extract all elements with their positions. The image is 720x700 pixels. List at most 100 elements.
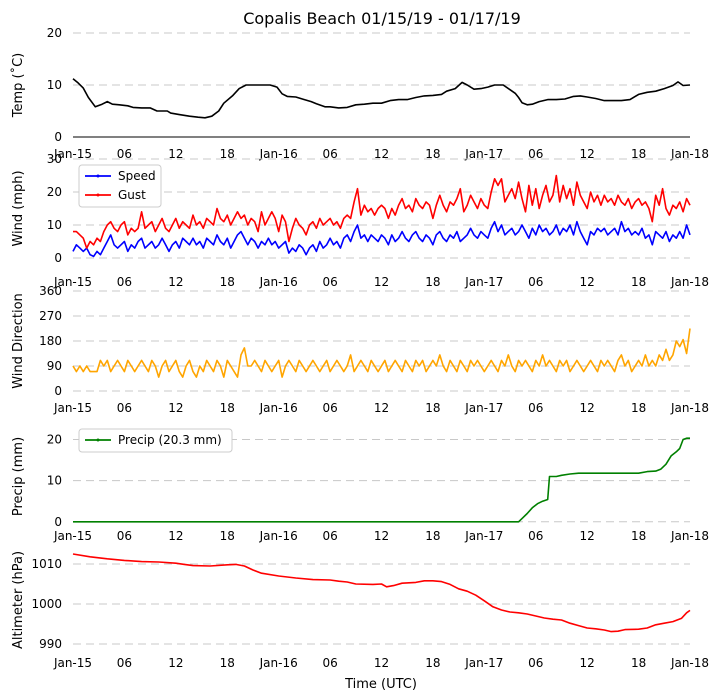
wind-xtick-label: Jan-17	[464, 275, 503, 289]
temp-ytick-label: 0	[54, 130, 62, 144]
precip-xtick-label: 18	[631, 529, 646, 543]
altimeter-xtick-label: 06	[528, 656, 543, 670]
precip-xtick-label: Jan-18	[670, 529, 709, 543]
wind-panel: 0 10 20 30 Jan-15 06 12 18 Jan-16 06 12 18 Jan-17 06 1…	[11, 152, 709, 289]
wdir-xtick-label: 06	[322, 401, 337, 415]
precip-legend-box	[78, 428, 233, 453]
temp-y-axis-label: Temp (˚C)	[10, 53, 26, 119]
precip-xtick-label: 12	[374, 529, 389, 543]
altimeter-series-altimeter	[72, 553, 691, 633]
x-axis-label: Time (UTC)	[344, 677, 417, 692]
wdir-xtick-label: 18	[220, 401, 235, 415]
chart-panels: 0 10 20 Jan-15 06 12 18 Jan-16 06 12 18 Jan-17 06 12 1…	[10, 26, 709, 670]
wind-xtick-label: 12	[168, 275, 183, 289]
wind-xtick-label: Jan-16	[259, 275, 298, 289]
wind-legend: Speed Gust	[78, 164, 162, 208]
wdir-series-direction	[72, 328, 691, 378]
wind-legend-marker	[96, 174, 100, 178]
wdir-ytick-label: 90	[47, 359, 62, 373]
wdir-ytick-label: 180	[39, 334, 62, 348]
altimeter-ytick-label: 1010	[31, 557, 62, 571]
precip-legend-marker	[96, 438, 100, 442]
altimeter-ytick-label: 990	[39, 637, 62, 651]
altimeter-xtick-label: Jan-15	[53, 656, 92, 670]
wdir-xtick-label: Jan-18	[670, 401, 709, 415]
wind-ytick-label: 30	[47, 152, 62, 166]
wind-xtick-label: 18	[220, 275, 235, 289]
altimeter-ytick-label: 1000	[31, 597, 62, 611]
wdir-y-axis-label: Wind Direction	[11, 293, 26, 389]
precip-ytick-label: 10	[47, 474, 62, 488]
altimeter-xtick-label: 18	[220, 656, 235, 670]
wind-xtick-label: 06	[117, 275, 132, 289]
wind-ytick-label: 0	[54, 251, 62, 265]
temp-panel: 0 10 20 Jan-15 06 12 18 Jan-16 06 12 18 Jan-17 06 12 1…	[10, 26, 709, 161]
wdir-xtick-label: 18	[631, 401, 646, 415]
temp-xtick-label: Jan-18	[670, 147, 709, 161]
altimeter-xtick-label: 12	[168, 656, 183, 670]
temp-xtick-label: Jan-17	[464, 147, 503, 161]
temp-xtick-label: 12	[580, 147, 595, 161]
temp-xtick-label: 06	[528, 147, 543, 161]
precip-xtick-label: 18	[220, 529, 235, 543]
wdir-xtick-label: 12	[374, 401, 389, 415]
temp-xtick-label: 18	[631, 147, 646, 161]
wind-ytick-label: 10	[47, 218, 62, 232]
wind-series-speed	[72, 220, 691, 258]
wind-xtick-label: 06	[528, 275, 543, 289]
wdir-xtick-label: 12	[580, 401, 595, 415]
precip-xtick-label: 12	[580, 529, 595, 543]
wdir-ytick-label: 360	[39, 284, 62, 298]
temp-xtick-label: 18	[220, 147, 235, 161]
wind-legend-label: Speed	[118, 169, 156, 183]
altimeter-panel: 990 1000 1010 Jan-15 06 12 18 Jan-16 06 12 18 Jan-1…	[11, 551, 709, 670]
precip-xtick-label: 06	[322, 529, 337, 543]
wdir-xtick-label: 06	[528, 401, 543, 415]
wdir-ytick-label: 270	[39, 309, 62, 323]
altimeter-xtick-label: 06	[322, 656, 337, 670]
wdir-xtick-label: 12	[168, 401, 183, 415]
wdir-xtick-label: 06	[117, 401, 132, 415]
temp-ytick-label: 10	[47, 78, 62, 92]
altimeter-xtick-label: 12	[374, 656, 389, 670]
precip-xtick-label: 06	[117, 529, 132, 543]
temp-xtick-label: 18	[425, 147, 440, 161]
precip-xtick-label: Jan-17	[464, 529, 503, 543]
precip-series-precip-20-3-mm-	[73, 437, 690, 523]
altimeter-xtick-label: Jan-17	[464, 656, 503, 670]
precip-xtick-label: Jan-15	[53, 529, 92, 543]
precip-xtick-label: 18	[425, 529, 440, 543]
altimeter-xtick-label: 18	[631, 656, 646, 670]
wind-ytick-label: 20	[47, 185, 62, 199]
altimeter-xtick-label: 12	[580, 656, 595, 670]
wind-legend-label: Gust	[118, 188, 146, 202]
wind-y-axis-label: Wind (mph)	[11, 170, 26, 246]
temp-ytick-label: 20	[47, 26, 62, 40]
wind-xtick-label: Jan-15	[53, 275, 92, 289]
wind-series-gust	[73, 174, 691, 249]
wind-xtick-label: 12	[374, 275, 389, 289]
altimeter-xtick-label: 06	[117, 656, 132, 670]
precip-legend: Precip (20.3 mm)	[78, 428, 233, 453]
chart-title: Copalis Beach 01/15/19 - 01/17/19	[243, 9, 521, 28]
altimeter-y-axis-label: Altimeter (hPa)	[11, 551, 26, 649]
precip-legend-label: Precip (20.3 mm)	[118, 433, 222, 447]
wind-xtick-label: 18	[631, 275, 646, 289]
wind-xtick-label: 18	[425, 275, 440, 289]
precip-panel: 0 10 20 Jan-15 06 12 18 Jan-16 06 12 18 Jan-17 06 12 1…	[11, 428, 709, 543]
temp-xtick-label: 12	[374, 147, 389, 161]
temp-series-temp	[72, 78, 691, 119]
wdir-xtick-label: Jan-15	[53, 401, 92, 415]
temp-xtick-label: 12	[168, 147, 183, 161]
altimeter-xtick-label: Jan-18	[670, 656, 709, 670]
wind-legend-marker	[96, 193, 100, 197]
altimeter-xtick-label: Jan-16	[259, 656, 298, 670]
altimeter-xtick-label: 18	[425, 656, 440, 670]
wind-xtick-label: 06	[322, 275, 337, 289]
wdir-xtick-label: Jan-16	[259, 401, 298, 415]
precip-ytick-label: 20	[47, 432, 62, 446]
wdir-ytick-label: 0	[54, 384, 62, 398]
temp-xtick-label: Jan-16	[259, 147, 298, 161]
wind-xtick-label: Jan-18	[670, 275, 709, 289]
